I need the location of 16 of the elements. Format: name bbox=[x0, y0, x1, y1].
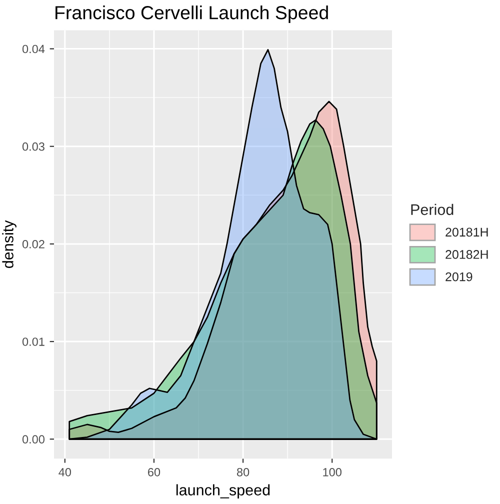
y-tick-label: 0.00 bbox=[22, 435, 45, 444]
legend-label: 20182H bbox=[446, 250, 488, 259]
x-tick-label: 100 bbox=[323, 468, 342, 476]
y-tick-label: 0.03 bbox=[22, 142, 44, 151]
y-axis-title: density bbox=[2, 220, 16, 268]
y-tick-label: 0.01 bbox=[22, 338, 44, 346]
y-tick-label: 0.04 bbox=[22, 44, 45, 54]
legend-label: 20181H bbox=[446, 228, 488, 237]
chart-title: Francisco Cervelli Launch Speed bbox=[56, 6, 328, 24]
y-tick-label: 0.02 bbox=[22, 240, 44, 248]
x-tick-label: 40 bbox=[58, 468, 72, 476]
x-tick-label: 60 bbox=[148, 468, 160, 476]
x-tick-label: 80 bbox=[236, 468, 250, 476]
legend-title: Period bbox=[411, 204, 454, 216]
legend-label: 2019 bbox=[446, 272, 472, 282]
x-axis-title: launch_speed bbox=[176, 484, 270, 498]
